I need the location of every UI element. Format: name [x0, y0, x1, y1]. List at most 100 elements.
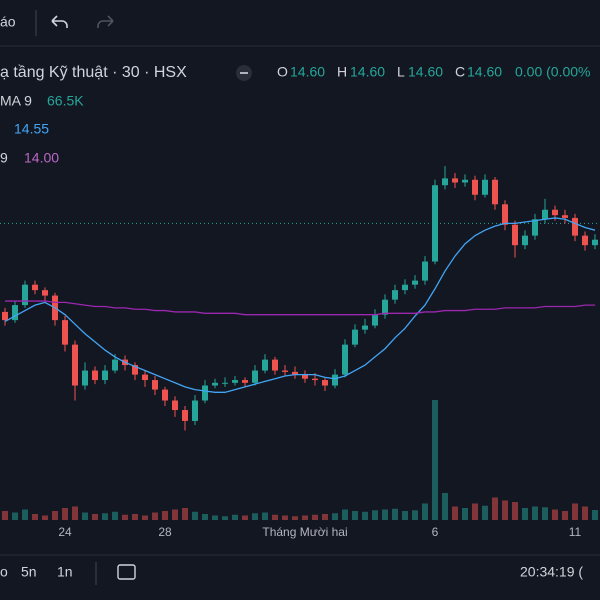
volume-bar [582, 506, 588, 520]
candle-body [502, 204, 508, 225]
legend-value: 14.00 [24, 150, 59, 166]
volume-bar [342, 509, 348, 520]
volume-bar [492, 497, 498, 520]
x-tick-label: 11 [569, 525, 582, 539]
ohlc-value: 14.60 [408, 64, 443, 80]
x-tick-label: 6 [432, 525, 439, 539]
legend-value: 14.55 [14, 121, 49, 137]
ohlc: O 14.60 H 14.60 L 14.60 C 14.60 0.00 (0.… [277, 64, 591, 80]
volume-bar [242, 515, 248, 520]
candle-body [242, 380, 248, 383]
candle-body [142, 374, 148, 381]
legend-name: 9 [0, 150, 8, 166]
volume-bar [482, 505, 488, 520]
volume-bar [362, 511, 368, 520]
volume-bar [82, 512, 88, 520]
candle-body [112, 359, 118, 371]
volume-bar [212, 515, 218, 520]
candle-body [412, 280, 418, 285]
candle-body [522, 235, 528, 246]
volume-bar [572, 503, 578, 520]
volume-bar [132, 514, 138, 520]
candle-body [582, 235, 588, 246]
ohlc-label: L [397, 64, 405, 80]
candle-body [352, 329, 358, 345]
volume-bar [562, 511, 568, 520]
volume-bar [372, 510, 378, 520]
ohlc-label: H [337, 64, 347, 80]
legend-name: MA 9 [0, 93, 32, 109]
ohlc-label: C [455, 64, 465, 80]
volume-bar [552, 509, 558, 520]
candle-body [232, 380, 238, 383]
candle-body [512, 224, 518, 246]
redo-icon[interactable] [97, 15, 114, 28]
volume-bar [322, 514, 328, 520]
volume-bar [512, 502, 518, 520]
candle-body [372, 314, 378, 326]
volume-bar [42, 515, 48, 520]
candle-body [542, 209, 548, 220]
candle-body [392, 290, 398, 300]
volume-bar [172, 509, 178, 520]
volume-bar [162, 511, 168, 520]
volume-bar [442, 493, 448, 520]
range-button[interactable]: o [0, 564, 8, 580]
candle-body [592, 239, 598, 246]
candle-body [442, 178, 448, 186]
candle-body [252, 370, 258, 383]
moving-average [4, 217, 596, 393]
candle-body [492, 179, 498, 205]
volume-bar [2, 511, 8, 520]
candle-body [532, 219, 538, 236]
volume-bar [92, 514, 98, 520]
candle-body [132, 365, 138, 375]
candle-body [302, 374, 308, 379]
volume-bar [352, 511, 358, 520]
volume-bar [502, 500, 508, 520]
candle-body [212, 382, 218, 386]
clock: 20:34:19 ( [520, 564, 583, 580]
candle-body [32, 284, 38, 291]
ohlc-value: 14.60 [290, 64, 325, 80]
legend-value: 66.5K [47, 93, 84, 109]
candle-body [452, 178, 458, 183]
x-tick-label: Tháng Mười hai [262, 525, 347, 539]
candle-body [432, 185, 438, 262]
volume-bar [152, 512, 158, 520]
volume-bar [32, 514, 38, 520]
candle-body [312, 378, 318, 381]
volume-bar [432, 400, 438, 520]
ohlc-value: 14.60 [350, 64, 385, 80]
candle-body [282, 370, 288, 372]
volume-bar [112, 511, 118, 520]
candle-body [62, 320, 68, 345]
symbol-title: ạ tầng Kỹ thuật · 30 · HSX [0, 64, 187, 81]
volume-bar [222, 516, 228, 520]
candle-body [552, 209, 558, 216]
volume-bar [142, 515, 148, 520]
candle-body [42, 290, 48, 296]
menu-text[interactable]: áo [0, 14, 16, 30]
volume-bar [592, 510, 598, 520]
undo-icon[interactable] [51, 15, 68, 28]
volume-bar [302, 515, 308, 520]
candle-body [82, 370, 88, 386]
volume-bar [202, 514, 208, 520]
volume-bar [12, 512, 18, 520]
range-button[interactable]: 1n [57, 564, 73, 580]
candle-body [322, 380, 328, 386]
candle-body [572, 217, 578, 236]
volume-bar [22, 509, 28, 520]
volume-bar [422, 503, 428, 520]
range-button[interactable]: 5n [21, 564, 37, 580]
candle-body [162, 389, 168, 401]
volume-bar [272, 514, 278, 520]
volume-bar [412, 510, 418, 520]
volume-bar [402, 511, 408, 520]
candle-body [182, 410, 188, 421]
compare-icon[interactable] [117, 564, 136, 580]
volume-bar [522, 508, 528, 520]
volume-bar [542, 507, 548, 520]
volume-bar [392, 508, 398, 520]
